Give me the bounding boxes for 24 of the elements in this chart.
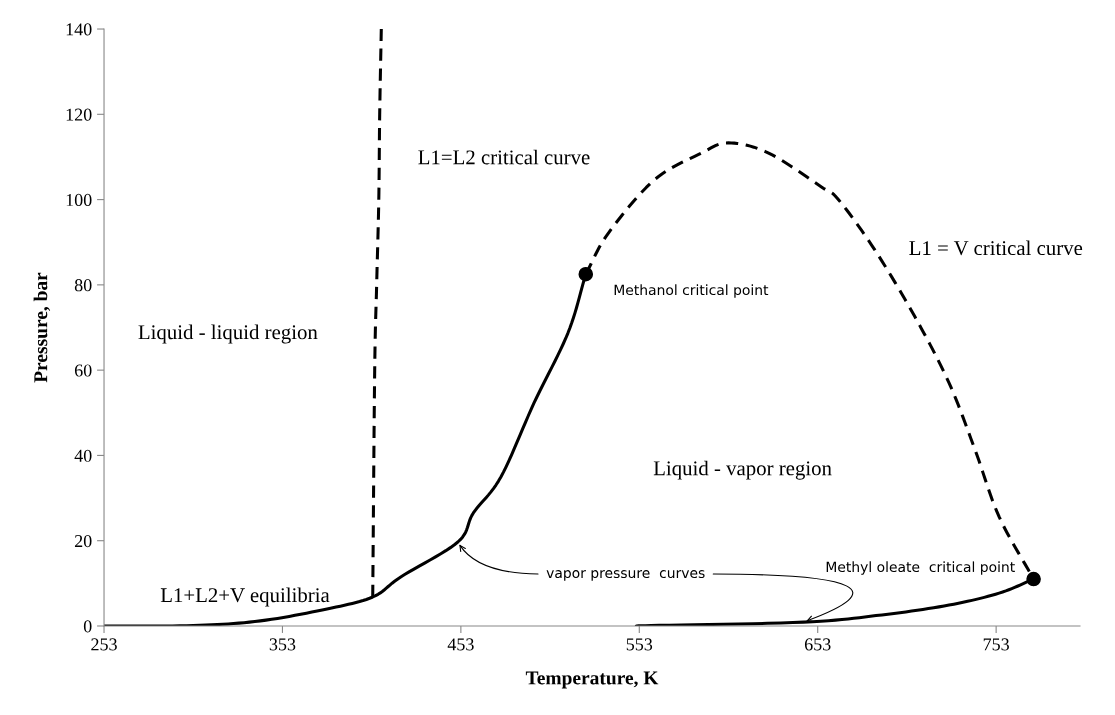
y-tick-label: 140 [66,23,92,36]
y-tick-label: 20 [74,534,92,548]
y-tick-label: 60 [74,364,92,377]
y-tick-label: 120 [66,108,92,121]
annotation: Liquid - liquid region [138,324,318,344]
x-axis-title: Temperature, K [525,671,659,689]
annotation: L1 = V critical curve [909,240,1083,256]
x-tick-label: 353 [269,638,296,651]
x-tick-label: 653 [804,638,831,651]
y-tick-label: 80 [74,279,92,292]
y-axis-title: Pressure, bar [33,272,51,383]
annotation: L1+L2+V equilibria [160,587,330,607]
y-tick-label: 100 [66,193,92,207]
annotation: vapor pressure curves [546,570,705,581]
y-tick-label: 40 [74,449,92,462]
x-tick-label: 253 [91,638,117,651]
annotation: Liquid - vapor region [653,460,832,480]
x-tick-label: 753 [983,638,1009,651]
annotation: Methyl oleate critical point [826,561,1015,575]
x-tick-label: 453 [447,638,474,651]
annotation: Methanol critical point [614,284,769,298]
annotation: L1=L2 critical curve [418,149,590,165]
y-tick-label: 0 [83,620,92,633]
x-tick-label: 553 [626,638,653,651]
